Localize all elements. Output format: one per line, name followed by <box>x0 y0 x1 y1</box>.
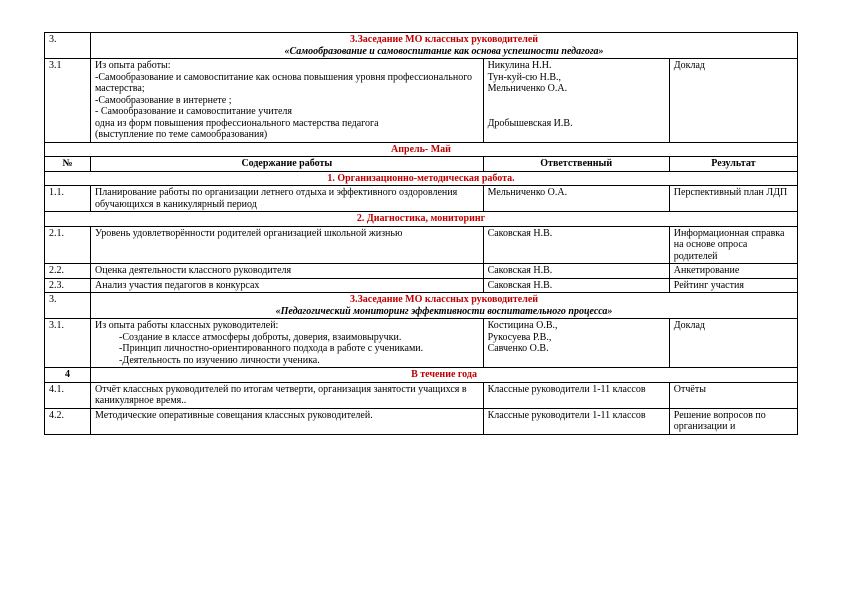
content-line: -Самообразование и самовоспитание как ос… <box>95 72 472 95</box>
cell-result: Доклад <box>669 59 797 143</box>
cell-content: Из опыта работы классных руководителей: … <box>91 319 484 368</box>
cell-section-title: 3.Заседание МО классных руководителей «П… <box>91 293 798 319</box>
content-line: -Самообразование в интернете ; <box>95 95 231 106</box>
column-header-row: № Содержание работы Ответственный Резуль… <box>45 157 798 172</box>
content-line: -Создание в классе атмосферы доброты, до… <box>95 332 479 344</box>
content-line: Из опыта работы: <box>95 60 170 71</box>
cell-responsible: Костицина О.В., Рукосуева Р.В., Савченко… <box>483 319 669 368</box>
table-row: 3.1. Из опыта работы классных руководите… <box>45 319 798 368</box>
cell-num: 3. <box>45 33 91 59</box>
section-title-line: 3.Заседание МО классных руководителей <box>350 294 538 305</box>
cell-responsible: Саковская Н.В. <box>483 278 669 293</box>
table-row: 4.2. Методические оперативные совещания … <box>45 408 798 434</box>
cell-responsible: Мельниченко О.А. <box>483 186 669 212</box>
resp-line: Мельниченко О.А. <box>488 83 568 94</box>
col-result: Результат <box>669 157 797 172</box>
table-row: 3. 3.Заседание МО классных руководителей… <box>45 33 798 59</box>
section-row: 4 В течение года <box>45 368 798 383</box>
cell-result: Отчёты <box>669 382 797 408</box>
cell-content: Отчёт классных руководителей по итогам ч… <box>91 382 484 408</box>
cell-content: Из опыта работы: -Самообразование и само… <box>91 59 484 143</box>
cell-num: 3.1 <box>45 59 91 143</box>
resp-line: Рукосуева Р.В., <box>488 332 552 343</box>
section-row: 2. Диагностика, мониторинг <box>45 212 798 227</box>
resp-line: Тун-куй-сю Н.В., <box>488 72 562 83</box>
col-content: Содержание работы <box>91 157 484 172</box>
cell-num: 2.2. <box>45 264 91 279</box>
table-row: 2.3. Анализ участия педагогов в конкурса… <box>45 278 798 293</box>
col-num: № <box>45 157 91 172</box>
table-row: 3. 3.Заседание МО классных руководителей… <box>45 293 798 319</box>
resp-line: Никулина Н.Н. <box>488 60 552 71</box>
cell-content: Планирование работы по организации летне… <box>91 186 484 212</box>
cell-num: 4.1. <box>45 382 91 408</box>
cell-result: Рейтинг участия <box>669 278 797 293</box>
table-row: 4.1. Отчёт классных руководителей по ито… <box>45 382 798 408</box>
cell-num: 2.3. <box>45 278 91 293</box>
cell-num: 3.1. <box>45 319 91 368</box>
cell-responsible: Саковская Н.В. <box>483 264 669 279</box>
table-row: 2.1. Уровень удовлетворённости родителей… <box>45 226 798 264</box>
cell-content: Методические оперативные совещания класс… <box>91 408 484 434</box>
cell-num: 3. <box>45 293 91 319</box>
document-page: 3. 3.Заседание МО классных руководителей… <box>0 0 842 435</box>
cell-responsible: Никулина Н.Н. Тун-куй-сю Н.В., Мельничен… <box>483 59 669 143</box>
content-line: -Деятельность по изучению личности учени… <box>95 355 479 367</box>
section-header: 2. Диагностика, мониторинг <box>45 212 798 227</box>
cell-result: Анкетирование <box>669 264 797 279</box>
cell-num: 1.1. <box>45 186 91 212</box>
table-row: 2.2. Оценка деятельности классного руков… <box>45 264 798 279</box>
section-title-line: «Педагогический мониторинг эффективности… <box>276 306 613 317</box>
cell-result: Перспективный план ЛДП <box>669 186 797 212</box>
cell-num: 4 <box>45 368 91 383</box>
content-line: (выступление по теме самообразования) <box>95 129 267 140</box>
cell-result: Доклад <box>669 319 797 368</box>
cell-section-title: 3.Заседание МО классных руководителей «С… <box>91 33 798 59</box>
resp-line: Костицина О.В., <box>488 320 558 331</box>
cell-result: Решение вопросов по организации и <box>669 408 797 434</box>
resp-line: Савченко О.В. <box>488 343 549 354</box>
section-title-line: 3.Заседание МО классных руководителей <box>350 34 538 45</box>
content-line: одна из форм повышения профессионального… <box>95 118 379 129</box>
col-responsible: Ответственный <box>483 157 669 172</box>
cell-responsible: Классные руководители 1-11 классов <box>483 408 669 434</box>
resp-line: Дробышевская И.В. <box>488 118 573 129</box>
table-row: 1.1. Планирование работы по организации … <box>45 186 798 212</box>
section-header: 1. Организационно-методическая работа. <box>45 171 798 186</box>
month-header: Апрель- Май <box>45 142 798 157</box>
cell-responsible: Саковская Н.В. <box>483 226 669 264</box>
plan-table: 3. 3.Заседание МО классных руководителей… <box>44 32 798 435</box>
cell-content: Уровень удовлетворённости родителей орга… <box>91 226 484 264</box>
section-header: В течение года <box>91 368 798 383</box>
cell-content: Оценка деятельности классного руководите… <box>91 264 484 279</box>
content-line: Из опыта работы классных руководителей: <box>95 320 278 331</box>
content-line: - Самообразование и самовоспитание учите… <box>95 106 292 117</box>
cell-content: Анализ участия педагогов в конкурсах <box>91 278 484 293</box>
cell-num: 2.1. <box>45 226 91 264</box>
section-row: 1. Организационно-методическая работа. <box>45 171 798 186</box>
cell-result: Информационная справка на основе опроса … <box>669 226 797 264</box>
cell-responsible: Классные руководители 1-11 классов <box>483 382 669 408</box>
cell-num: 4.2. <box>45 408 91 434</box>
content-line: -Принцип личностно-ориентированного подх… <box>95 343 479 355</box>
table-row: 3.1 Из опыта работы: -Самообразование и … <box>45 59 798 143</box>
month-header-row: Апрель- Май <box>45 142 798 157</box>
section-title-line: «Самообразование и самовоспитание как ос… <box>285 46 604 57</box>
